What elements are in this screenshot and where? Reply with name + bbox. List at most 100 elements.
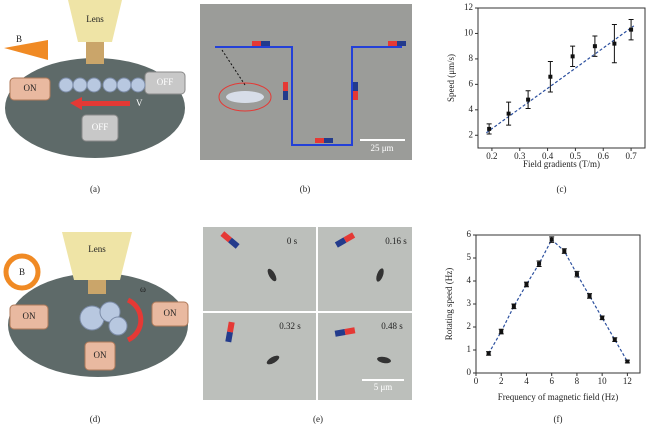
point — [592, 44, 597, 49]
x-tick-label: 0.2 — [486, 151, 497, 161]
point — [524, 282, 529, 287]
point — [612, 337, 617, 342]
point — [526, 97, 531, 102]
y-tick-label: 6 — [469, 78, 474, 88]
y-tick-label: 10 — [464, 28, 474, 38]
velocity-arrow — [70, 97, 130, 110]
coil-label: OFF — [92, 122, 109, 132]
x-tick-label: 8 — [575, 376, 580, 386]
scale-label: 25 μm — [370, 143, 393, 153]
coil — [81, 114, 119, 142]
point — [499, 329, 504, 334]
x-tick-label: 4 — [524, 376, 529, 386]
scale-label: 5 μm — [374, 382, 393, 392]
x-tick-label: 0 — [474, 376, 479, 386]
time-label: 0.48 s — [381, 321, 403, 331]
coil-label: ON — [164, 308, 177, 318]
field-label: B — [16, 34, 22, 44]
fit-line — [485, 25, 635, 134]
x-tick-label: 6 — [549, 376, 554, 386]
frame — [203, 313, 316, 400]
y-tick-label: 4 — [467, 275, 472, 285]
plot-frame — [477, 7, 646, 149]
panel-label: (d) — [90, 414, 101, 424]
point — [506, 111, 511, 116]
coil — [151, 301, 189, 327]
point — [625, 359, 630, 364]
x-tick-label: 0.7 — [625, 151, 637, 161]
x-tick-label: 10 — [598, 376, 608, 386]
y-tick-label: 0 — [467, 367, 472, 377]
time-label: 0.16 s — [385, 236, 407, 246]
panel-label: (a) — [90, 184, 100, 194]
omega-label: ω — [140, 284, 146, 294]
x-tick-label: 12 — [623, 376, 632, 386]
point — [629, 27, 634, 32]
y-tick-label: 2 — [469, 129, 474, 139]
panel-e: 0 s 0.16 s 0.32 s 0.48 s 5 μm (e) — [203, 227, 412, 424]
frame — [318, 227, 412, 311]
lens-label: Lens — [86, 14, 104, 24]
y-tick-label: 1 — [467, 344, 472, 354]
x-axis-label: Field gradients (T/m) — [523, 159, 600, 169]
coil-label: ON — [23, 311, 36, 321]
velocity-label: V — [136, 98, 143, 108]
coil-label: OFF — [157, 77, 174, 87]
point — [487, 126, 492, 131]
particle-chain — [58, 77, 146, 93]
rotation-arrow — [126, 297, 144, 343]
frame — [203, 227, 316, 311]
trajectory — [215, 46, 402, 146]
point — [612, 41, 617, 46]
y-tick-label: 6 — [467, 229, 472, 239]
point — [562, 249, 567, 254]
micrograph — [200, 4, 412, 160]
point — [537, 261, 542, 266]
coil-label: ON — [94, 350, 107, 360]
point — [587, 293, 592, 298]
zoom-ring — [218, 82, 272, 112]
x-tick-label: 0.5 — [570, 151, 582, 161]
particle-chain — [226, 91, 264, 103]
line — [488, 238, 628, 362]
field-rotation — [3, 253, 41, 291]
point — [548, 74, 553, 79]
coil — [9, 77, 51, 101]
y-tick-label: 8 — [469, 53, 474, 63]
frame — [318, 313, 412, 400]
y-tick-label: 2 — [467, 321, 472, 331]
x-tick-label: 2 — [499, 376, 504, 386]
coil — [9, 304, 49, 330]
coil — [84, 341, 116, 371]
panel-label: (c) — [557, 184, 567, 194]
panel-d: Lens B ON ON ON ω (d) — [3, 232, 189, 424]
y-tick-label: 5 — [467, 252, 472, 262]
lens-label: Lens — [88, 244, 106, 254]
point — [486, 351, 491, 356]
panel-label: (b) — [300, 184, 311, 194]
panel-b: 25 μm (b) — [200, 4, 412, 194]
lens — [68, 0, 122, 42]
lens — [62, 232, 132, 280]
gradient-wedge — [4, 40, 48, 60]
x-tick-label: 0.4 — [542, 151, 554, 161]
objective — [86, 42, 104, 64]
y-axis-label: Speed (μm/s) — [446, 54, 456, 102]
particle-cluster — [79, 301, 128, 336]
point — [574, 272, 579, 277]
pointer — [221, 49, 246, 86]
point — [600, 315, 605, 320]
x-tick-label: 0.6 — [598, 151, 610, 161]
x-tick-label: 0.3 — [514, 151, 526, 161]
time-label: 0.32 s — [279, 321, 301, 331]
x-axis-label: Frequency of magnetic field (Hz) — [498, 392, 618, 402]
y-tick-label: 4 — [469, 104, 474, 114]
panel-a: Lens B ON OFF OFF V (a) — [4, 0, 186, 194]
time-label: 0 s — [287, 236, 298, 246]
y-tick-label: 12 — [464, 2, 473, 12]
field-label: B — [19, 267, 25, 277]
panel-label: (e) — [313, 414, 323, 424]
coil-label: ON — [24, 83, 37, 93]
panel-label: (f) — [554, 414, 563, 424]
